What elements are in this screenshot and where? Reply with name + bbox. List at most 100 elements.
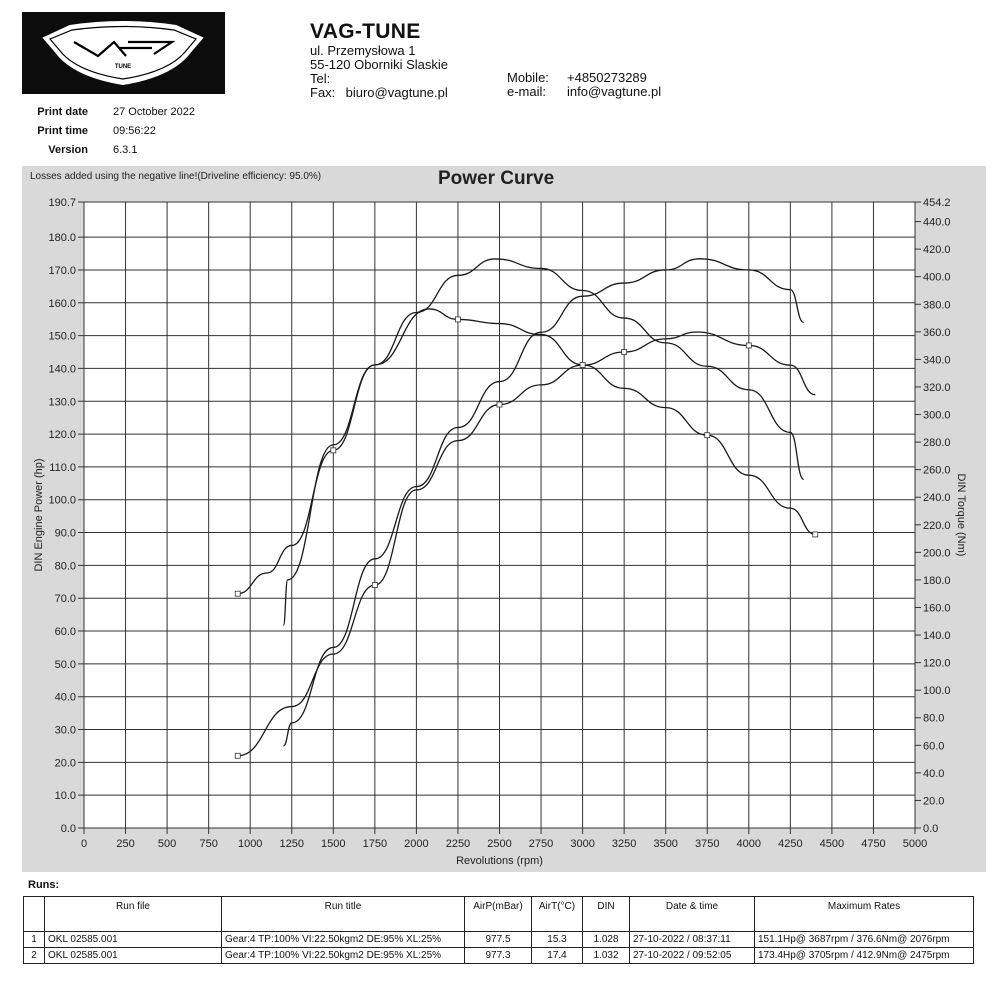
y-tick-label: 150.0 xyxy=(48,331,76,343)
y2-tick-label: 400.0 xyxy=(923,272,951,284)
x-tick-label: 4000 xyxy=(737,838,761,850)
mobile-value: +4850273289 xyxy=(567,70,647,85)
data-marker xyxy=(455,316,461,323)
run-file: OKL 02585.001 xyxy=(44,947,222,964)
table-row: 2 OKL 02585.001 Gear:4 TP:100% VI:22.50k… xyxy=(23,947,974,964)
y-tick-label: 40.0 xyxy=(55,692,76,704)
data-marker xyxy=(579,362,586,368)
y-tick-label: 140.0 xyxy=(48,363,76,375)
y2-axis-label: DIN Torque (Nm) xyxy=(955,474,967,557)
x-tick-label: 500 xyxy=(158,838,176,850)
run-title: Gear:4 TP:100% VI:22.50kgm2 DE:95% XL:25… xyxy=(221,931,465,948)
email-label: e-mail: xyxy=(507,84,547,99)
x-tick-label: 3000 xyxy=(570,838,594,850)
run-airt: 17.4 xyxy=(531,947,583,964)
mobile-label: Mobile: xyxy=(507,70,549,85)
data-marker xyxy=(621,349,628,355)
y2-tick-label: 240.0 xyxy=(923,492,951,504)
x-tick-label: 2250 xyxy=(446,838,470,850)
print-meta: Print date 27 October 2022 Print time 09:5… xyxy=(30,106,195,163)
contact-info: Mobile: +4850273289 e-mail: info@vagtune.p… xyxy=(507,71,661,99)
run-num: 2 xyxy=(23,947,45,964)
run-airt: 15.3 xyxy=(531,931,583,948)
run-din: 1.028 xyxy=(582,931,630,948)
losses-note: Losses added using the negative line!(Dr… xyxy=(30,171,322,182)
series-line xyxy=(283,258,804,747)
series-line xyxy=(282,258,805,627)
x-tick-label: 0 xyxy=(81,838,87,850)
x-tick-label: 250 xyxy=(116,838,134,850)
y-tick-label: 60.0 xyxy=(55,626,76,638)
run-din: 1.032 xyxy=(582,947,630,964)
version: 6.3.1 xyxy=(113,144,138,156)
col-run-file: Run file xyxy=(44,896,222,932)
data-marker xyxy=(704,432,711,439)
company-info: VAG-TUNE ul. Przemysłowa 1 55-120 Oborni… xyxy=(310,20,448,100)
col-num xyxy=(23,896,45,932)
tel-label: Tel: xyxy=(310,71,331,86)
run-file: OKL 02585.001 xyxy=(44,931,222,948)
shield-logo-icon: TUNE xyxy=(42,21,204,86)
col-din: DIN xyxy=(582,896,630,932)
x-tick-label: 1750 xyxy=(363,838,387,850)
x-axis-label: Revolutions (rpm) xyxy=(456,855,543,867)
series-line xyxy=(237,331,816,757)
print-time: 09:56:22 xyxy=(113,125,156,137)
y2-tick-label: 440.0 xyxy=(923,217,951,229)
y2-tick-label: 120.0 xyxy=(923,658,951,670)
svg-text:TUNE: TUNE xyxy=(115,64,131,70)
y2-tick-label: 40.0 xyxy=(923,768,944,780)
table-row: 1 OKL 02585.001 Gear:4 TP:100% VI:22.50k… xyxy=(23,931,974,948)
y2-tick-label: 80.0 xyxy=(923,713,944,725)
runs-header-row: Run file Run title AirP(mBar) AirT(°C) D… xyxy=(23,896,974,932)
y-tick-label: 110.0 xyxy=(49,462,76,474)
x-tick-label: 1000 xyxy=(238,838,262,850)
x-tick-label: 5000 xyxy=(903,838,927,850)
y-tick-label: 120.0 xyxy=(48,429,76,441)
col-run-title: Run title xyxy=(221,896,465,932)
run-max-rates: 151.1Hp@ 3687rpm / 376.6Nm@ 2076rpm xyxy=(754,931,974,948)
y2-tick-label: 200.0 xyxy=(923,547,951,559)
y-tick-label: 80.0 xyxy=(55,560,76,572)
x-tick-label: 1250 xyxy=(280,838,304,850)
data-marker xyxy=(330,447,337,454)
y2-tick-label: 140.0 xyxy=(923,630,951,642)
y2-tick-label: 20.0 xyxy=(923,795,944,807)
run-num: 1 xyxy=(23,931,45,948)
email-value: info@vagtune.pl xyxy=(567,84,662,99)
col-date: Date & time xyxy=(629,896,755,932)
y2-tick-label: 340.0 xyxy=(923,354,951,366)
x-tick-label: 1500 xyxy=(321,838,345,850)
y2-tick-label: 180.0 xyxy=(923,575,951,587)
x-tick-label: 4500 xyxy=(820,838,844,850)
x-tick-label: 3250 xyxy=(612,838,636,850)
data-marker xyxy=(496,401,503,408)
y-tick-label: 70.0 xyxy=(55,593,76,605)
print-date: 27 October 2022 xyxy=(113,106,195,118)
print-date-label: Print date xyxy=(37,106,88,118)
print-time-label: Print time xyxy=(37,125,88,137)
address-line1: ul. Przemysłowa 1 xyxy=(310,43,416,58)
y2-tick-label: 160.0 xyxy=(923,602,951,614)
col-max-rates: Maximum Rates xyxy=(754,896,974,932)
x-tick-label: 2000 xyxy=(404,838,428,850)
y-tick-label: 20.0 xyxy=(55,757,76,769)
y2-tick-label: 360.0 xyxy=(923,327,951,339)
y-axis-label: DIN Engine Power (hp) xyxy=(33,458,45,571)
fax-label: Fax: xyxy=(310,85,336,100)
fax-row: Fax: biuro@vagtune.pl xyxy=(310,86,448,100)
y2-tick-label: 320.0 xyxy=(923,382,951,394)
y-tick-label: 10.0 xyxy=(55,790,76,802)
x-tick-label: 2500 xyxy=(487,838,511,850)
y-tick-label: 50.0 xyxy=(55,659,76,671)
y-tick-label: 180.0 xyxy=(48,232,76,244)
run-airp: 977.3 xyxy=(464,947,532,964)
data-marker xyxy=(371,582,378,588)
x-tick-label: 3750 xyxy=(695,838,719,850)
runs-label: Runs: xyxy=(28,879,60,891)
y2-tick-label: 100.0 xyxy=(923,685,951,697)
y2-tick-label: 380.0 xyxy=(923,299,951,311)
y2-tick-label: 280.0 xyxy=(923,437,951,449)
y-tick-label: 130.0 xyxy=(48,396,76,408)
data-marker xyxy=(234,752,241,759)
